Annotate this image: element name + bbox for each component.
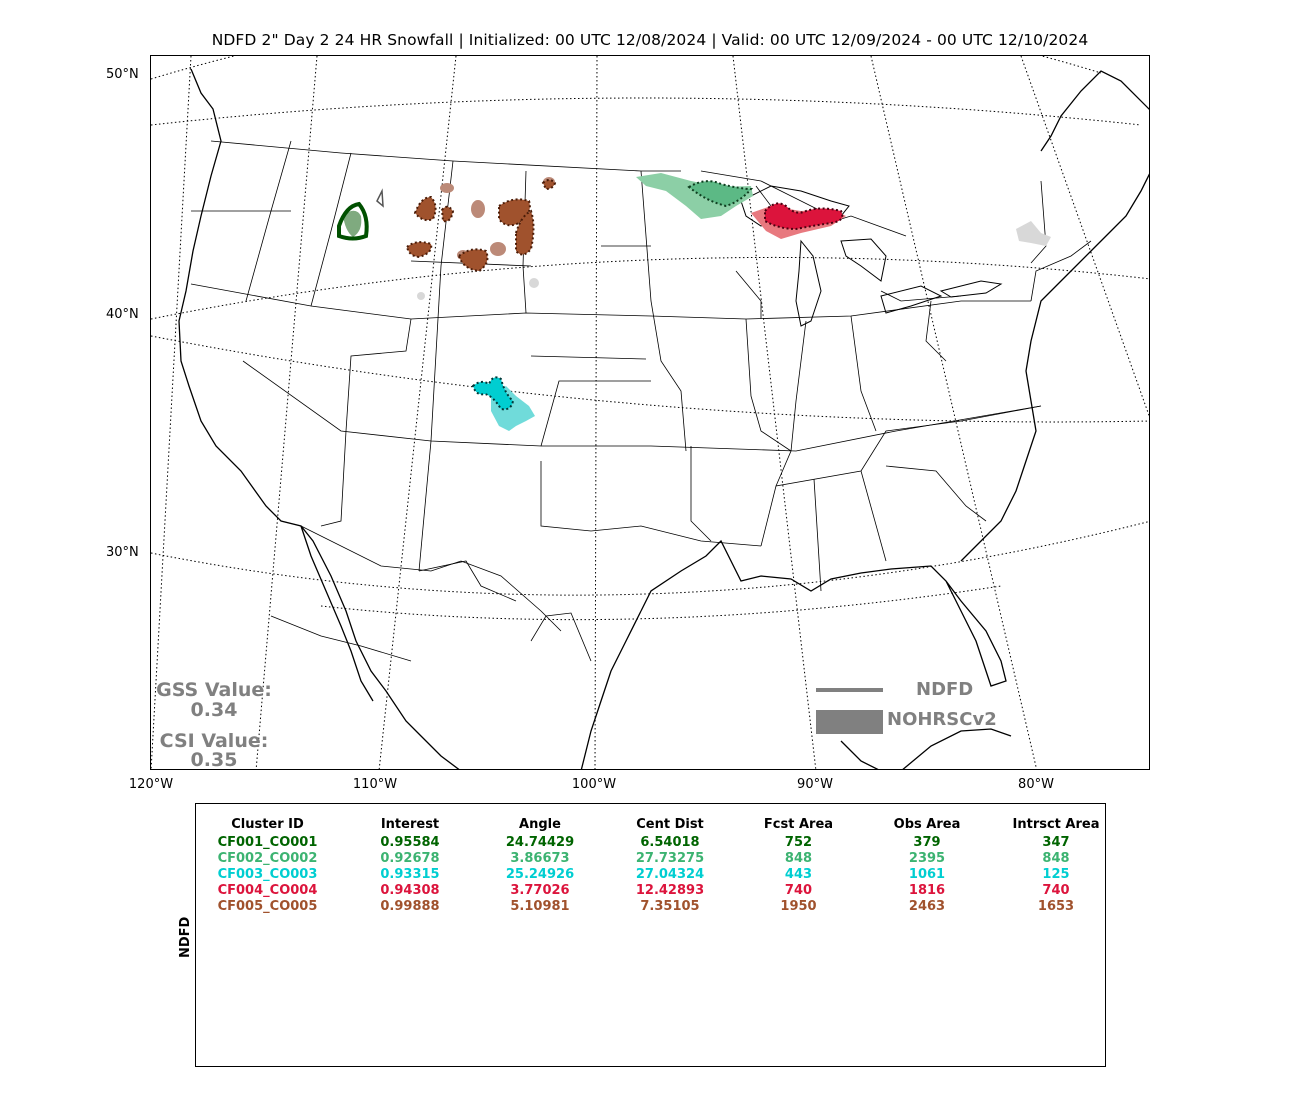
cell-interest: 0.99888 [380, 898, 440, 914]
cluster-cf005-fcst [405, 179, 557, 273]
lon-label-110w: 110°W [352, 777, 398, 792]
table-ylabel: NDFD [178, 916, 193, 958]
cell-intrsct-area: 347 [1042, 834, 1070, 850]
header-intrsct-area: Intrsct Area [1012, 816, 1100, 832]
legend-fill-sample [816, 710, 883, 734]
longitude-gridlines [151, 56, 1149, 769]
table-row: CF002_CO002 0.92678 3.86673 27.73275 848… [190, 850, 1120, 866]
table-row: CF001_CO001 0.95584 24.74429 6.54018 752… [190, 834, 1120, 850]
lon-label-80w: 80°W [1018, 777, 1054, 792]
coastline [178, 68, 1149, 769]
map-title: NDFD 2" Day 2 24 HR Snowfall | Initializ… [211, 31, 1089, 49]
cell-interest: 0.92678 [380, 850, 440, 866]
cell-fcst-area: 1950 [780, 898, 817, 914]
latitude-gridlines [151, 56, 1149, 621]
csi-label: CSI Value: [159, 730, 269, 752]
header-fcst-area: Fcst Area [763, 816, 834, 832]
state-borders [190, 140, 1092, 662]
cell-interest: 0.94308 [380, 882, 440, 898]
cell-intrsct-area: 848 [1042, 850, 1070, 866]
lon-label-120w: 120°W [128, 777, 174, 792]
legend-nohrsc-label: NOHRSCv2 [887, 709, 997, 730]
lat-label-30n: 30°N [106, 545, 139, 560]
cell-angle: 25.24926 [505, 866, 575, 882]
map-panel [150, 55, 1150, 770]
cell-interest: 0.95584 [380, 834, 440, 850]
cell-angle: 3.77026 [510, 882, 570, 898]
cell-cent-dist: 27.73275 [635, 850, 705, 866]
cell-obs-area: 2463 [908, 898, 946, 914]
cell-obs-area: 1816 [908, 882, 946, 898]
table-row: CF003_CO003 0.93315 25.24926 27.04324 44… [190, 866, 1120, 882]
cell-cent-dist: 6.54018 [640, 834, 700, 850]
cluster-cf005-obs [440, 177, 555, 260]
cell-fcst-area: 752 [784, 834, 813, 850]
header-cluster-id: Cluster ID [231, 816, 304, 832]
cell-cluster-id: CF005_CO005 [217, 898, 318, 914]
cell-cluster-id: CF004_CO004 [217, 882, 318, 898]
cell-angle: 5.10981 [510, 898, 570, 914]
cell-angle: 24.74429 [505, 834, 575, 850]
cell-obs-area: 1061 [908, 866, 946, 882]
header-obs-area: Obs Area [893, 816, 961, 832]
gss-label: GSS Value: [156, 679, 272, 701]
cell-angle: 3.86673 [510, 850, 570, 866]
cluster-cf002 [636, 173, 754, 219]
lat-label-50n: 50°N [106, 67, 139, 82]
lon-label-90w: 90°W [797, 777, 833, 792]
cell-intrsct-area: 740 [1042, 882, 1070, 898]
cluster-cf004 [751, 202, 846, 239]
cell-cent-dist: 7.35105 [640, 898, 700, 914]
cell-cent-dist: 12.42893 [635, 882, 705, 898]
lat-label-40n: 40°N [106, 307, 139, 322]
cell-cent-dist: 27.04324 [635, 866, 705, 882]
gss-value: 0.34 [190, 699, 238, 721]
cluster-cf001 [337, 188, 384, 241]
cell-cluster-id: CF003_CO003 [217, 866, 318, 882]
light-obs-patches [417, 221, 1051, 300]
csi-value: 0.35 [190, 749, 238, 771]
cluster-table-panel [195, 803, 1106, 1067]
table-body: CF001_CO001 0.95584 24.74429 6.54018 752… [190, 834, 1120, 914]
cluster-table: Cluster ID Interest Angle Cent Dist Fcst… [190, 814, 1120, 914]
table-header-row: Cluster ID Interest Angle Cent Dist Fcst… [190, 814, 1120, 834]
cluster-cf003 [471, 376, 535, 431]
header-cent-dist: Cent Dist [636, 816, 704, 832]
legend-ndfd-label: NDFD [916, 679, 974, 700]
cell-cluster-id: CF001_CO001 [217, 834, 318, 850]
cell-obs-area: 2395 [908, 850, 946, 866]
header-interest: Interest [380, 816, 440, 832]
header-angle: Angle [519, 816, 561, 832]
cell-interest: 0.93315 [380, 866, 440, 882]
cell-fcst-area: 740 [784, 882, 813, 898]
map-canvas [151, 56, 1149, 769]
cell-intrsct-area: 125 [1042, 866, 1070, 882]
cell-intrsct-area: 1653 [1037, 898, 1075, 914]
table-row: CF005_CO005 0.99888 5.10981 7.35105 1950… [190, 898, 1120, 914]
lon-label-100w: 100°W [571, 777, 617, 792]
table-row: CF004_CO004 0.94308 3.77026 12.42893 740… [190, 882, 1120, 898]
cell-fcst-area: 443 [784, 866, 813, 882]
cell-obs-area: 379 [913, 834, 941, 850]
cell-cluster-id: CF002_CO002 [217, 850, 318, 866]
cell-fcst-area: 848 [784, 850, 813, 866]
